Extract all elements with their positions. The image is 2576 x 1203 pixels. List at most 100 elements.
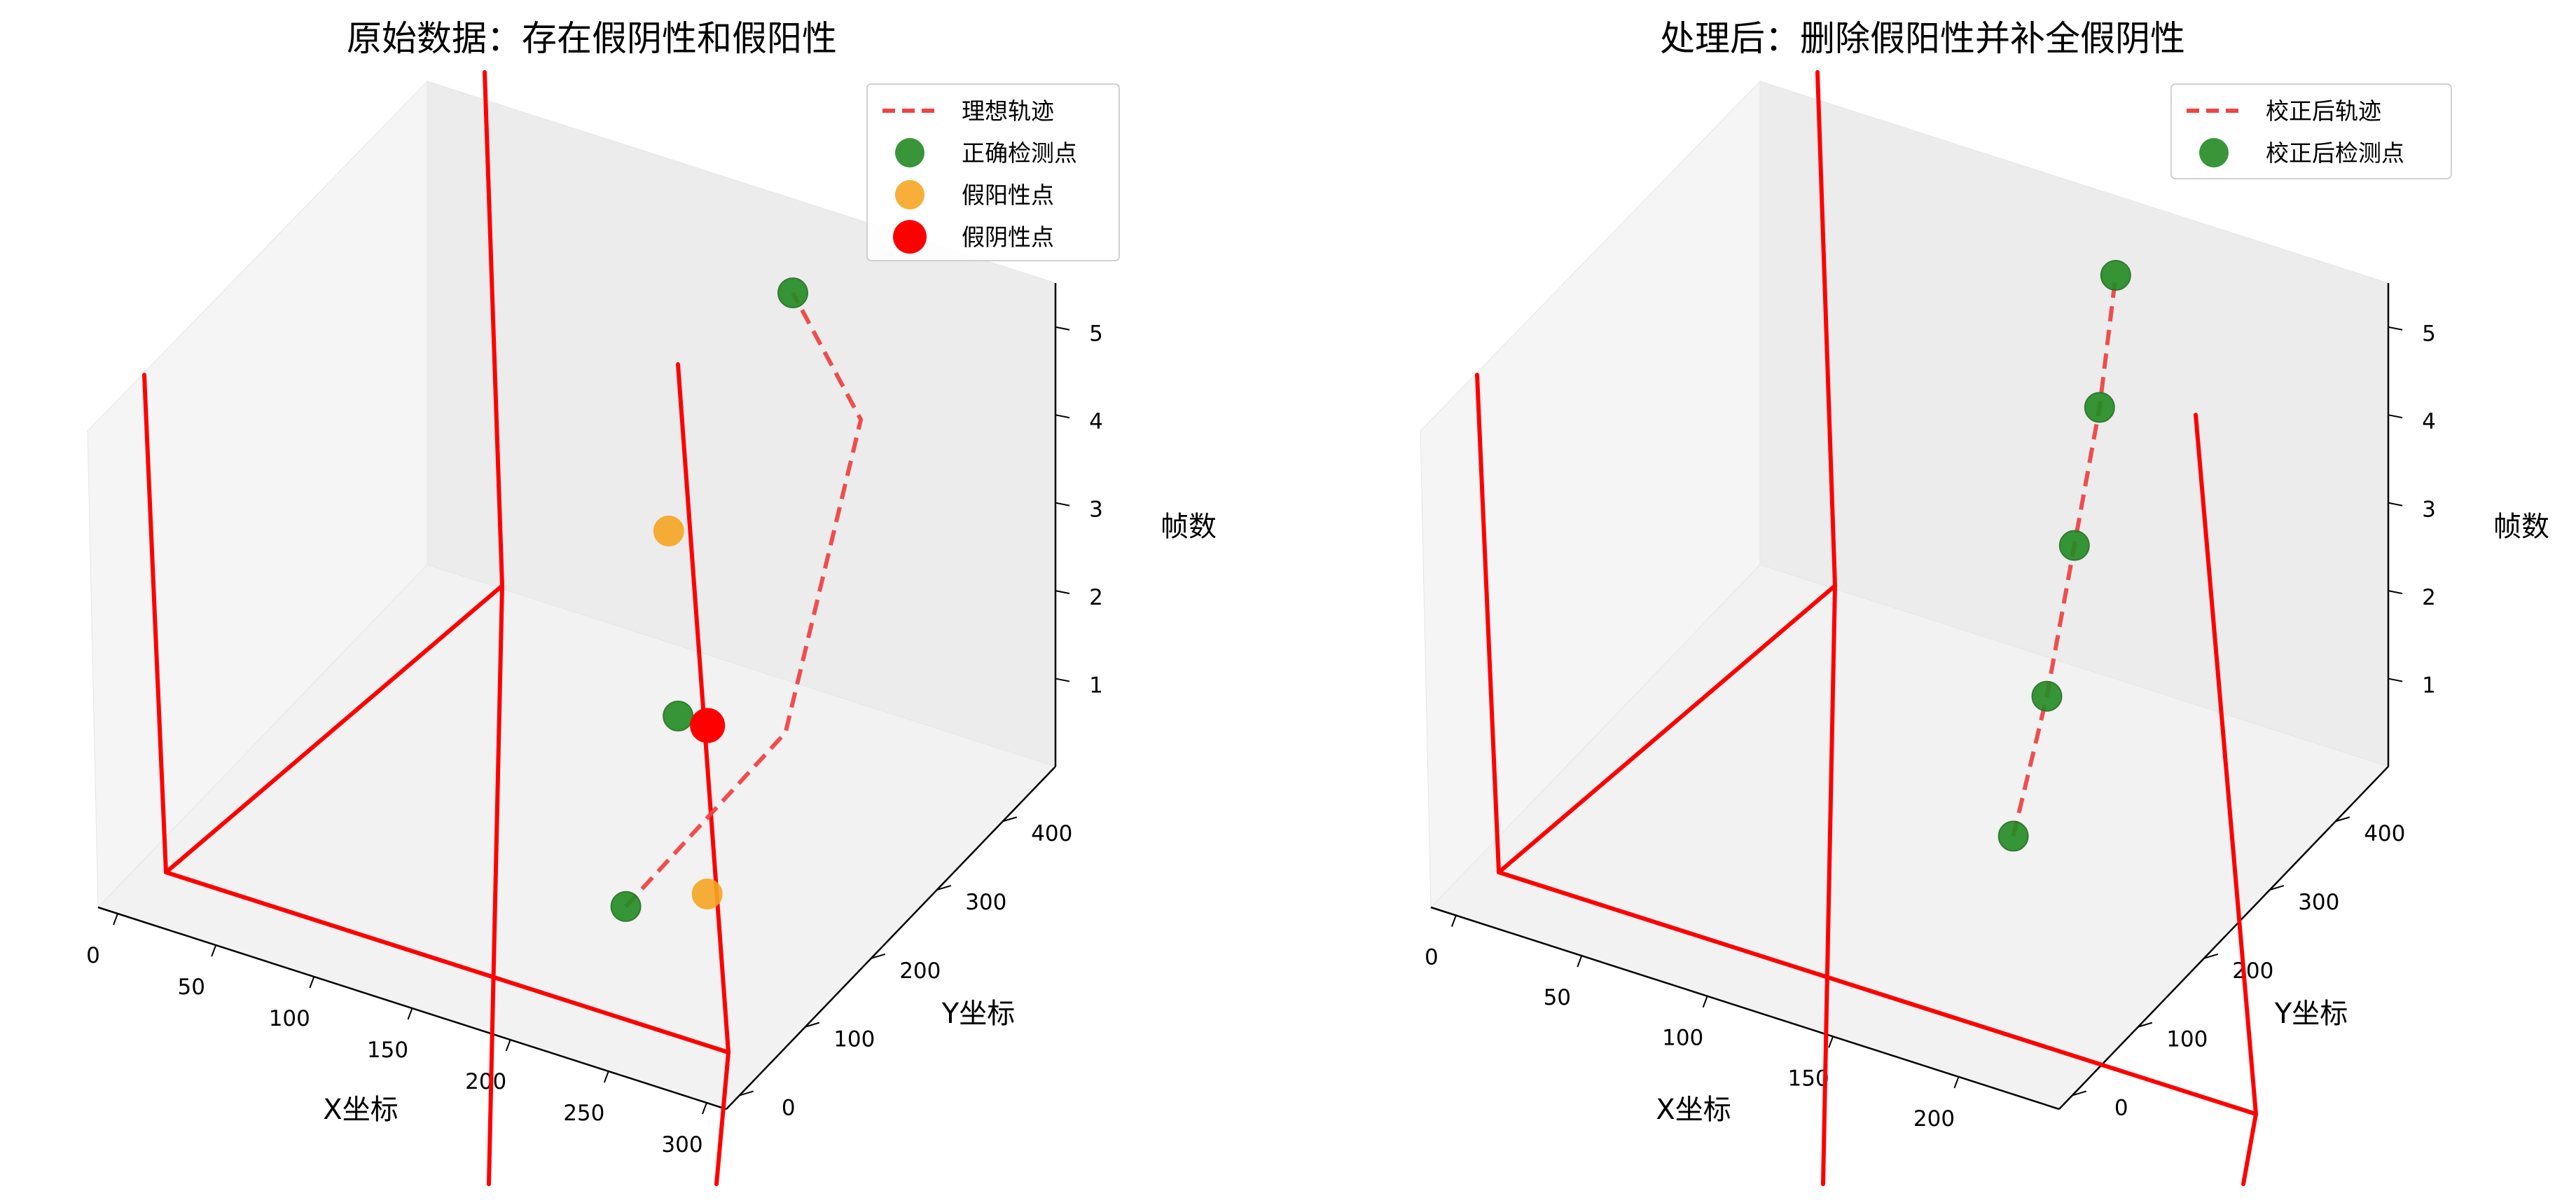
data-point bbox=[2031, 680, 2063, 712]
red-reference-line bbox=[1475, 373, 1501, 874]
red-reference-line bbox=[676, 362, 730, 1054]
y-tick-label: 200 bbox=[2232, 958, 2273, 984]
legend-label: 校正后检测点 bbox=[2266, 139, 2404, 167]
z-tick-mark bbox=[1055, 414, 1070, 419]
right-title: 处理后：删除假阳性并补全假阴性 bbox=[1660, 18, 2185, 59]
x-tick-mark bbox=[1828, 1036, 1834, 1048]
y-tick-mark bbox=[2269, 885, 2285, 891]
x-tick-mark bbox=[113, 913, 118, 926]
z-tick-label: 1 bbox=[2422, 673, 2436, 699]
x-tick-label: 300 bbox=[661, 1132, 702, 1157]
x-tick-label: 200 bbox=[465, 1069, 506, 1094]
z-tick-mark bbox=[1055, 502, 1070, 507]
data-point bbox=[610, 891, 642, 922]
y-tick-mark bbox=[2335, 816, 2350, 823]
x-tick-mark bbox=[1953, 1076, 1960, 1089]
x-tick-mark bbox=[309, 976, 315, 989]
data-point bbox=[2084, 392, 2115, 423]
z-tick-label: 3 bbox=[2422, 497, 2436, 523]
red-reference-line bbox=[142, 373, 168, 874]
z-axis-label: 帧数 bbox=[1161, 511, 1217, 543]
z-tick-mark bbox=[1055, 590, 1070, 595]
z-tick-mark bbox=[2388, 326, 2403, 331]
legend-label: 假阴性点 bbox=[962, 224, 1054, 251]
z-tick-mark bbox=[1055, 678, 1070, 682]
z-tick-label: 5 bbox=[2422, 322, 2436, 347]
x-tick-label: 150 bbox=[367, 1038, 408, 1063]
data-point bbox=[2100, 260, 2131, 291]
x-tick-mark bbox=[211, 944, 217, 957]
y-axis-label: Y坐标 bbox=[941, 998, 1015, 1030]
legend-label: 正确检测点 bbox=[962, 139, 1077, 167]
y-tick-label: 400 bbox=[1031, 821, 1072, 846]
x-tick-label: 50 bbox=[177, 975, 205, 1000]
y-tick-mark bbox=[1002, 816, 1018, 823]
y-axis-line bbox=[726, 766, 1056, 1110]
red-reference-line bbox=[164, 584, 504, 874]
x-axis-label: X坐标 bbox=[323, 1094, 398, 1126]
z-tick-mark bbox=[2388, 414, 2403, 419]
y-tick-label: 0 bbox=[782, 1095, 796, 1120]
x-tick-label: 200 bbox=[1913, 1106, 1955, 1132]
y-tick-mark bbox=[871, 953, 886, 959]
y-tick-mark bbox=[805, 1022, 820, 1028]
y-tick-mark bbox=[2138, 1022, 2153, 1028]
x-axis-label: X坐标 bbox=[1656, 1094, 1731, 1126]
red-reference-line bbox=[1497, 584, 1837, 874]
legend-label: 校正后轨迹 bbox=[2266, 97, 2381, 125]
x-tick-label: 100 bbox=[269, 1006, 310, 1031]
legend-box bbox=[2170, 83, 2452, 179]
data-point bbox=[1997, 820, 2029, 852]
legend-label: 假阳性点 bbox=[962, 181, 1054, 209]
red-reference-line bbox=[2194, 413, 2258, 1116]
y-tick-mark bbox=[739, 1090, 754, 1097]
z-tick-mark bbox=[2388, 590, 2403, 595]
legend-box bbox=[866, 83, 1120, 261]
y-tick-label: 300 bbox=[2298, 890, 2339, 915]
y-tick-mark bbox=[2203, 953, 2219, 959]
data-point bbox=[663, 701, 694, 731]
data-point bbox=[777, 277, 808, 308]
legend-marker-swatch bbox=[893, 220, 927, 254]
legend-marker-swatch bbox=[895, 138, 925, 167]
data-point bbox=[2058, 530, 2090, 561]
y-tick-mark bbox=[2072, 1090, 2087, 1097]
y-axis-label: Y坐标 bbox=[2274, 998, 2348, 1030]
red-reference-line bbox=[1821, 584, 1837, 1186]
y-axis-line bbox=[2058, 766, 2389, 1110]
red-reference-line bbox=[714, 1050, 730, 1186]
x-tick-mark bbox=[1702, 996, 1708, 1008]
x-tick-mark bbox=[702, 1102, 707, 1115]
red-reference-line bbox=[164, 870, 730, 1054]
x-tick-label: 150 bbox=[1788, 1066, 1829, 1091]
y-tick-label: 0 bbox=[2114, 1095, 2128, 1120]
x-tick-label: 0 bbox=[86, 943, 100, 968]
y-tick-label: 200 bbox=[899, 958, 941, 984]
red-reference-line bbox=[487, 584, 504, 1186]
z-tick-mark bbox=[2388, 502, 2403, 507]
red-reference-line bbox=[483, 70, 504, 588]
y-tick-label: 400 bbox=[2364, 821, 2405, 846]
data-point bbox=[690, 708, 726, 743]
right-3d-panel: 处理后：删除假阳性并补全假阴性 0 50 100 150 200 0 100 200 300 40… bbox=[1420, 18, 2549, 1186]
y-tick-label: 100 bbox=[833, 1027, 875, 1052]
z-tick-label: 1 bbox=[1089, 673, 1103, 699]
z-tick-mark bbox=[1055, 326, 1070, 331]
x-tick-mark bbox=[603, 1071, 609, 1083]
left-3d-panel: 原始数据：存在假阴性和假阳性 0 50 100 150 200 250 300 0 100 200… bbox=[86, 18, 1217, 1186]
x-axis-line bbox=[1430, 906, 2060, 1111]
z-tick-label: 5 bbox=[1089, 322, 1103, 347]
z-axis-label: 帧数 bbox=[2493, 511, 2549, 543]
x-tick-label: 0 bbox=[1425, 945, 1439, 970]
y-tick-label: 300 bbox=[965, 890, 1006, 915]
legend-marker-swatch bbox=[895, 180, 925, 209]
z-tick-label: 3 bbox=[1089, 497, 1103, 523]
red-reference-line bbox=[1815, 70, 1837, 588]
trajectory-line bbox=[624, 291, 864, 908]
legend-marker-swatch bbox=[2199, 138, 2229, 167]
y-tick-mark bbox=[936, 885, 952, 891]
red-reference-line bbox=[2241, 1112, 2258, 1186]
x-tick-label: 100 bbox=[1662, 1026, 1703, 1051]
x-tick-mark bbox=[1450, 915, 1457, 927]
